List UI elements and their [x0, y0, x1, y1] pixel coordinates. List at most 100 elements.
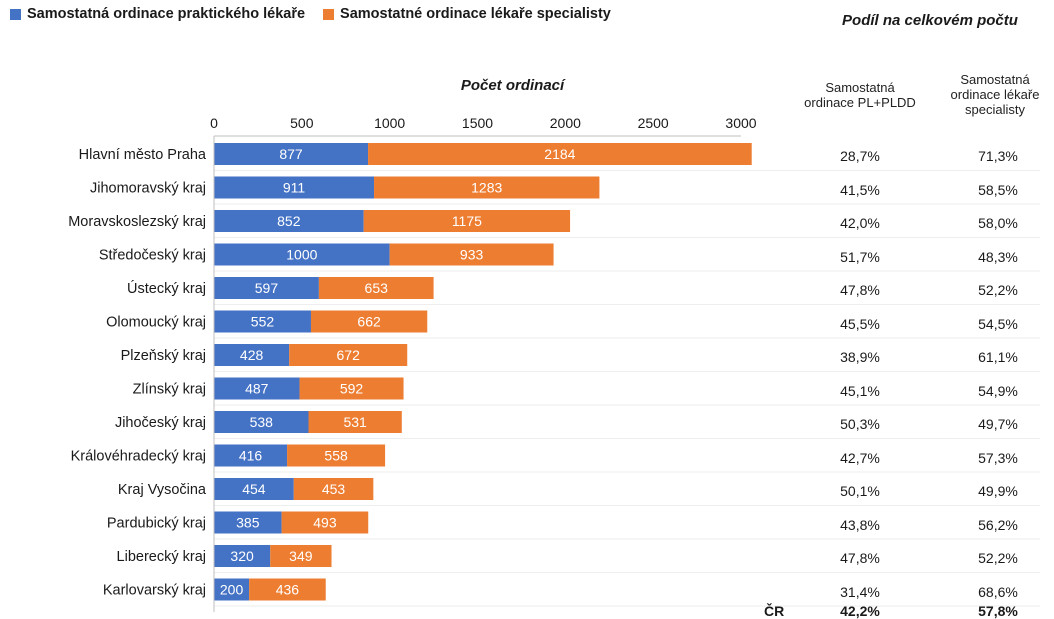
bar-segment-spec [368, 143, 752, 165]
bar-segment-spec [287, 444, 386, 467]
data-label-spec: 453 [322, 481, 346, 497]
category-label: Pardubický kraj [107, 516, 206, 532]
share-pl-cell: 38,9% [840, 349, 880, 365]
share-spec-cell: 58,0% [978, 215, 1018, 231]
share-pl-cell: 47,8% [840, 550, 880, 566]
category-label: Karlovarský kraj [103, 583, 206, 599]
x-tick-label: 2500 [638, 115, 669, 131]
bar-segment-pl [214, 411, 309, 433]
data-label-pl: 428 [240, 347, 264, 363]
share-spec-cell: 52,2% [978, 550, 1018, 566]
share-pl-cell: 45,5% [840, 315, 880, 332]
data-label-pl: 200 [220, 582, 244, 598]
x-tick-label: 500 [290, 115, 314, 131]
category-label: Moravskoslezský kraj [68, 214, 206, 230]
total-share-spec: 57,8% [978, 603, 1018, 619]
share-spec-cell: 49,7% [978, 416, 1018, 432]
share-pl-cell: 45,1% [840, 382, 880, 399]
data-label-spec: 592 [340, 381, 364, 397]
share-pl-cell: 51,7% [840, 248, 880, 265]
category-label: Plzeňský kraj [121, 348, 206, 364]
bar-segment-spec [389, 243, 554, 266]
data-label-pl: 487 [245, 381, 269, 397]
bar-segment-spec [281, 511, 369, 534]
share-spec-cell: 68,6% [978, 583, 1018, 600]
bar-segment-spec [310, 310, 428, 333]
x-tick-label: 0 [210, 115, 218, 131]
data-label-spec: 933 [460, 247, 484, 263]
share-spec-cell: 54,5% [978, 315, 1018, 332]
x-tick-label: 1000 [374, 115, 405, 131]
share-column-header-pl: Samostatná ordinace PL+PLDD [804, 80, 916, 110]
data-label-spec: 672 [337, 347, 361, 363]
share-spec-cell: 58,5% [978, 181, 1018, 198]
share-pl-cell: 42,0% [840, 215, 880, 231]
bar-segment-pl [214, 243, 390, 266]
bar-segment-spec [363, 210, 571, 232]
legend-label-spec: Samostatné ordinace lékaře specialisty [340, 6, 611, 22]
bar-segment-pl [214, 210, 364, 232]
data-label-pl: 454 [242, 481, 266, 497]
bar-segment-pl [214, 478, 294, 500]
share-title: Podíl na celkovém počtu [842, 12, 1018, 29]
legend-swatch-pl [10, 8, 21, 20]
bar-segment-pl [214, 143, 369, 165]
data-label-pl: 385 [236, 515, 260, 531]
data-label-spec: 653 [365, 280, 389, 296]
data-label-pl: 552 [251, 314, 275, 330]
share-spec-cell: 61,1% [978, 349, 1018, 365]
bar-segment-pl [214, 344, 290, 366]
legend: Samostatná ordinace praktického lékaře S… [10, 6, 629, 22]
category-label: Královéhradecký kraj [71, 449, 206, 465]
bar-segment-pl [214, 545, 271, 567]
share-spec-cell: 49,9% [978, 483, 1018, 499]
share-pl-cell: 43,8% [840, 516, 880, 533]
total-share-pl: 42,2% [840, 603, 880, 619]
bar-segment-spec [308, 411, 402, 433]
data-label-pl: 852 [277, 213, 301, 229]
data-label-spec: 1175 [452, 213, 482, 229]
share-pl-cell: 31,4% [840, 583, 880, 600]
x-tick-label: 3000 [725, 115, 756, 131]
category-label: Zlínský kraj [133, 382, 206, 398]
data-label-spec: 662 [357, 314, 381, 330]
data-label-spec: 493 [313, 515, 337, 531]
share-pl-cell: 50,3% [840, 416, 880, 432]
data-label-spec: 531 [343, 414, 367, 430]
share-spec-cell: 54,9% [978, 382, 1018, 399]
bar-segment-pl [214, 310, 311, 333]
data-label-pl: 416 [239, 448, 263, 464]
bar-segment-spec [289, 344, 408, 366]
bar-segment-spec [293, 478, 374, 500]
category-label: Jihomoravský kraj [90, 181, 206, 197]
bar-segment-pl [214, 578, 250, 601]
category-label: Středočeský kraj [99, 248, 206, 264]
data-label-spec: 436 [276, 582, 300, 598]
legend-item-spec: Samostatné ordinace lékaře specialisty [323, 6, 611, 22]
bar-segment-pl [214, 444, 288, 467]
legend-swatch-spec [323, 8, 335, 20]
category-label: Kraj Vysočina [118, 482, 207, 498]
share-column-header-spec: Samostatná ordinace lékaře specialisty [950, 72, 1040, 117]
bar-segment-spec [318, 277, 434, 299]
share-pl-cell: 41,5% [840, 181, 880, 198]
data-label-pl: 538 [250, 414, 274, 430]
total-label: ČR [764, 603, 785, 619]
bar-segment-pl [214, 176, 375, 199]
share-spec-cell: 56,2% [978, 516, 1018, 533]
share-spec-cell: 57,3% [978, 449, 1018, 466]
bar-segment-spec [374, 176, 600, 199]
category-label: Hlavní město Praha [79, 147, 207, 163]
share-pl-cell: 50,1% [840, 483, 880, 499]
x-tick-label: 2000 [550, 115, 581, 131]
data-label-spec: 349 [289, 548, 313, 564]
x-tick-label: 1500 [462, 115, 493, 131]
data-label-pl: 877 [279, 146, 303, 162]
share-spec-cell: 48,3% [978, 248, 1018, 265]
data-label-spec: 2184 [544, 146, 575, 162]
data-label-pl: 320 [230, 548, 254, 564]
share-pl-cell: 47,8% [840, 282, 880, 298]
bar-segment-pl [214, 277, 319, 299]
bar-segment-pl [214, 377, 300, 400]
